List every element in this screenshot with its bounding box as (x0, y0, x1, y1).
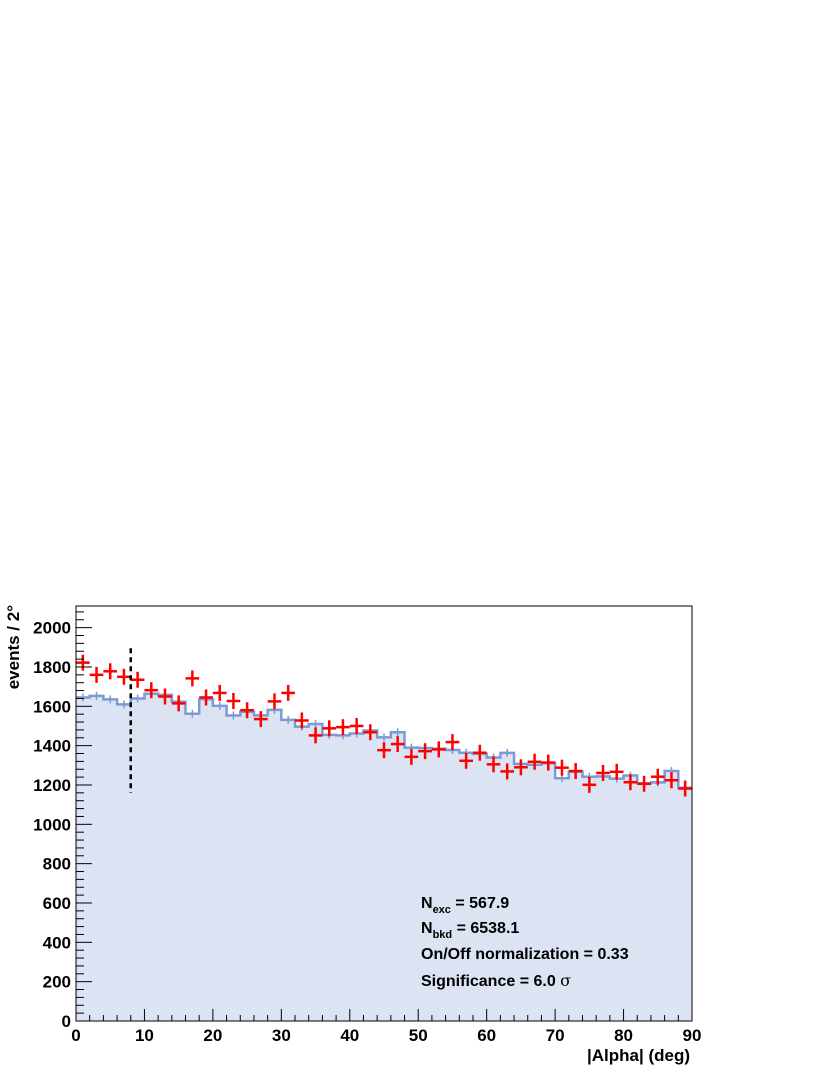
x-tick-label: 0 (71, 1026, 80, 1045)
on-data-point (609, 763, 624, 780)
axis-ticks (75, 611, 693, 1022)
on-data-point (527, 753, 542, 770)
on-data-point (500, 763, 515, 780)
y-tick-label: 1400 (33, 737, 71, 756)
on-data-point (486, 756, 501, 773)
on-data-point (390, 736, 405, 753)
on-data-point (171, 695, 186, 712)
stats-annotation: Nexc = 567.9 Nbkd = 6538.1 On/Off normal… (421, 895, 629, 990)
on-data-point (226, 692, 241, 709)
on-data-point (281, 684, 296, 701)
on-data-point (336, 719, 350, 736)
on-data-point (117, 668, 131, 685)
on-data-point (103, 663, 118, 680)
on-data-point (240, 702, 254, 719)
on-data-point (144, 682, 159, 699)
on-data-point (418, 743, 432, 760)
stat-normalization: On/Off normalization = 0.33 (421, 946, 629, 963)
y-tick-label: 800 (43, 855, 71, 874)
on-data-point (459, 752, 473, 769)
on-data-point (445, 734, 460, 751)
x-tick-label: 90 (683, 1026, 702, 1045)
y-tick-label: 1000 (33, 815, 71, 834)
on-data-point (377, 742, 391, 759)
on-data-point (582, 776, 597, 793)
y-tick-label: 0 (62, 1012, 71, 1031)
on-data-point (158, 688, 172, 705)
on-data-point (199, 689, 213, 706)
on-data-point (650, 768, 665, 785)
on-data-point (596, 764, 610, 781)
on-data-point (555, 759, 569, 776)
x-tick-label: 20 (203, 1026, 222, 1045)
x-tick-label: 30 (272, 1026, 291, 1045)
on-data-point (637, 775, 651, 792)
x-tick-label: 70 (546, 1026, 565, 1045)
on-data-point (678, 780, 692, 797)
x-axis-title: |Alpha| (deg) (587, 1046, 690, 1065)
on-data-point (363, 724, 378, 741)
off-histogram-area (76, 693, 692, 1021)
y-tick-label: 600 (43, 894, 71, 913)
on-data-point (623, 774, 638, 791)
on-data-point (664, 772, 679, 789)
on-data-point (185, 670, 200, 687)
on-data-point (322, 720, 337, 737)
on-data-point (253, 711, 268, 728)
y-tick-label: 200 (43, 973, 71, 992)
on-data-point (130, 671, 145, 688)
x-tick-label: 80 (614, 1026, 633, 1045)
on-data-point (431, 741, 446, 758)
tick-labels: 0 10 20 30 40 50 60 70 80 90 0 200 400 600 800 1000 1200… (33, 619, 701, 1045)
x-tick-label: 10 (135, 1026, 154, 1045)
plot-frame (75, 605, 693, 1022)
on-data-points (76, 654, 692, 797)
y-axis-title: events / 2° (4, 605, 23, 689)
on-data-point (568, 763, 583, 780)
y-tick-label: 400 (43, 933, 71, 952)
y-tick-label: 2000 (33, 619, 71, 638)
on-data-point (308, 727, 323, 744)
y-tick-label: 1200 (33, 776, 71, 795)
on-data-point (472, 744, 487, 761)
x-tick-label: 60 (477, 1026, 496, 1045)
on-data-point (404, 748, 419, 765)
stat-significance: Significance = 6.0 σ (421, 971, 571, 990)
x-tick-label: 40 (340, 1026, 359, 1045)
on-data-point (267, 693, 282, 710)
on-data-point (212, 684, 227, 701)
on-data-point (349, 717, 364, 734)
y-tick-label: 1800 (33, 658, 71, 677)
on-data-point (89, 666, 104, 683)
off-histogram-fill (76, 693, 692, 1021)
stat-n-exc: Nexc = 567.9 (421, 895, 509, 916)
on-data-point (541, 754, 556, 771)
stat-n-bkd: Nbkd = 6538.1 (421, 920, 519, 941)
on-data-point (76, 654, 90, 671)
on-data-point (295, 712, 309, 729)
x-tick-label: 50 (409, 1026, 428, 1045)
on-data-point (514, 759, 528, 776)
y-tick-label: 1600 (33, 697, 71, 716)
